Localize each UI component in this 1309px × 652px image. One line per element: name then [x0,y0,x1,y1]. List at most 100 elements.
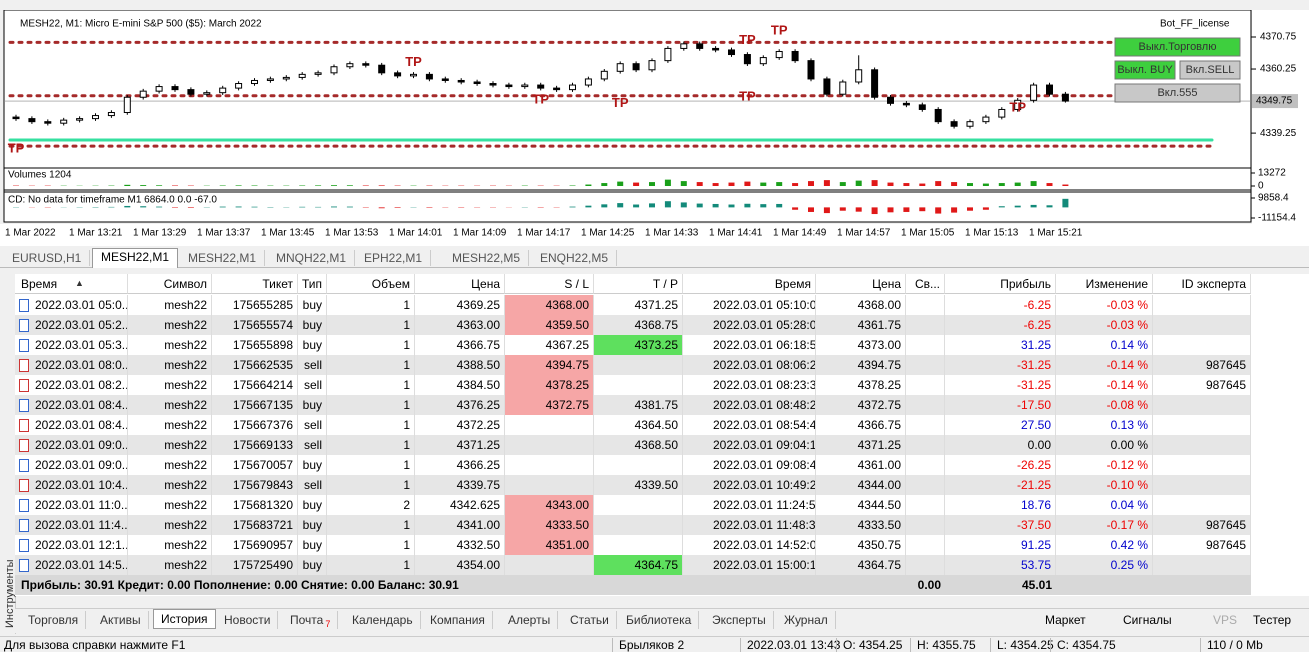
cd-bar [347,207,353,208]
volume-bar [919,184,925,186]
column-header[interactable]: Изменение [1056,274,1153,294]
column-header[interactable]: Символ [128,274,212,294]
table-cell: -6.25 [945,295,1056,315]
candle-body [315,73,321,75]
candle-body [744,55,750,64]
table-cell: 1 [327,535,415,555]
candle-body [967,122,973,127]
table-cell: 987645 [1153,535,1251,555]
volume-bar [744,182,750,186]
table-cell [594,455,683,475]
bottom-tab[interactable]: Журнал [777,611,836,629]
cd-bar [570,207,576,208]
bottom-tab[interactable]: Торговля [21,611,86,629]
column-header[interactable]: Тикет [212,274,298,294]
right-tab[interactable]: Тестер [1253,613,1291,627]
x-tick-label: 1 Mar 15:05 [901,228,955,239]
cd-bar [776,204,782,207]
button-label: Вкл.555 [1157,87,1197,99]
table-cell: 1 [327,315,415,335]
bottom-tab[interactable]: Библиотека [619,611,699,629]
candle-body [729,50,735,55]
table-cell: buy [298,535,327,555]
table-cell: buy [298,315,327,335]
table-cell: 987645 [1153,515,1251,535]
bottom-tab[interactable]: Календарь [345,611,421,629]
chart-tab[interactable]: MNQH22,M1 [268,250,355,266]
right-tab[interactable]: VPS [1213,613,1237,627]
candle-body [490,84,496,86]
bottom-tab[interactable]: Активы [93,611,149,629]
column-header[interactable]: Время [15,274,128,294]
table-cell: 4388.50 [415,355,505,375]
table-cell: 0.00 % [1056,435,1153,455]
table-cell: 4364.75 [816,555,906,575]
bottom-tab[interactable]: Статьи [563,611,617,629]
bottom-tab[interactable]: Новости [217,611,278,629]
table-cell: 1 [327,295,415,315]
candle-body [856,70,862,82]
column-header[interactable]: Объем [327,274,415,294]
bottom-tab[interactable]: Эксперты [705,611,774,629]
volume-bar [1062,185,1068,186]
table-cell: 4371.25 [594,295,683,315]
column-header[interactable]: T / P [594,274,683,294]
bottom-tab[interactable]: Алерты [501,611,558,629]
table-cell: 0.25 % [1056,555,1153,575]
table-cell: sell [298,435,327,455]
column-header[interactable]: Св... [906,274,945,294]
table-cell: 2022.03.01 08:4... [15,415,128,435]
volume-bar [983,184,989,186]
chart-tab[interactable]: ENQH22,M5 [532,250,617,266]
table-cell: 4378.25 [505,375,594,395]
column-header[interactable]: Прибыль [945,274,1056,294]
table-cell: 0.00 [945,435,1056,455]
table-cell [1153,415,1251,435]
table-cell: 4344.50 [816,495,906,515]
column-header[interactable]: Цена [415,274,505,294]
tp-marker: TP [739,32,756,47]
table-cell: mesh22 [128,435,212,455]
cd-bar [840,207,846,210]
cd-bar [633,205,639,208]
table-cell [1153,435,1251,455]
candle-body [411,74,417,76]
volume-bar [331,185,337,186]
cd-bar [824,207,830,213]
table-cell: -0.03 % [1056,315,1153,335]
column-header[interactable]: S / L [505,274,594,294]
tp-marker: TP [532,92,549,107]
volume-bar [967,183,973,186]
column-header[interactable]: Цена [816,274,906,294]
table-cell: 4371.25 [415,435,505,455]
candle-body [983,117,989,122]
table-cell [594,495,683,515]
table-cell: 4361.00 [816,455,906,475]
cd-bar [792,207,798,209]
tp-marker: TP [1009,99,1026,114]
right-tab[interactable]: Маркет [1045,613,1086,627]
chart-tab[interactable]: MESH22,M1 [180,250,265,266]
chart-tab[interactable]: EPH22,M1 [356,250,431,266]
column-header[interactable]: ID эксперта [1153,274,1251,294]
cd-bar [856,207,862,211]
bottom-tab[interactable]: Компания [423,611,493,629]
chart-tab[interactable]: MESH22,M5 [444,250,529,266]
chart-tab[interactable]: EURUSD,H1 [4,250,90,266]
cd-bar [729,205,735,208]
table-cell: buy [298,335,327,355]
table-cell: 4366.75 [816,415,906,435]
chart-tab[interactable]: MESH22,M1 [92,248,178,268]
cd-bar [156,207,162,208]
volume-bar [140,185,146,186]
mail-badge: 7 [325,619,330,629]
column-header[interactable]: Время [683,274,816,294]
right-tab[interactable]: Сигналы [1123,613,1172,627]
column-header[interactable]: Тип [298,274,327,294]
volume-bar [713,183,719,186]
cd-bar [983,207,989,209]
table-cell: 4363.00 [415,315,505,335]
bottom-tab[interactable]: История [153,609,216,629]
